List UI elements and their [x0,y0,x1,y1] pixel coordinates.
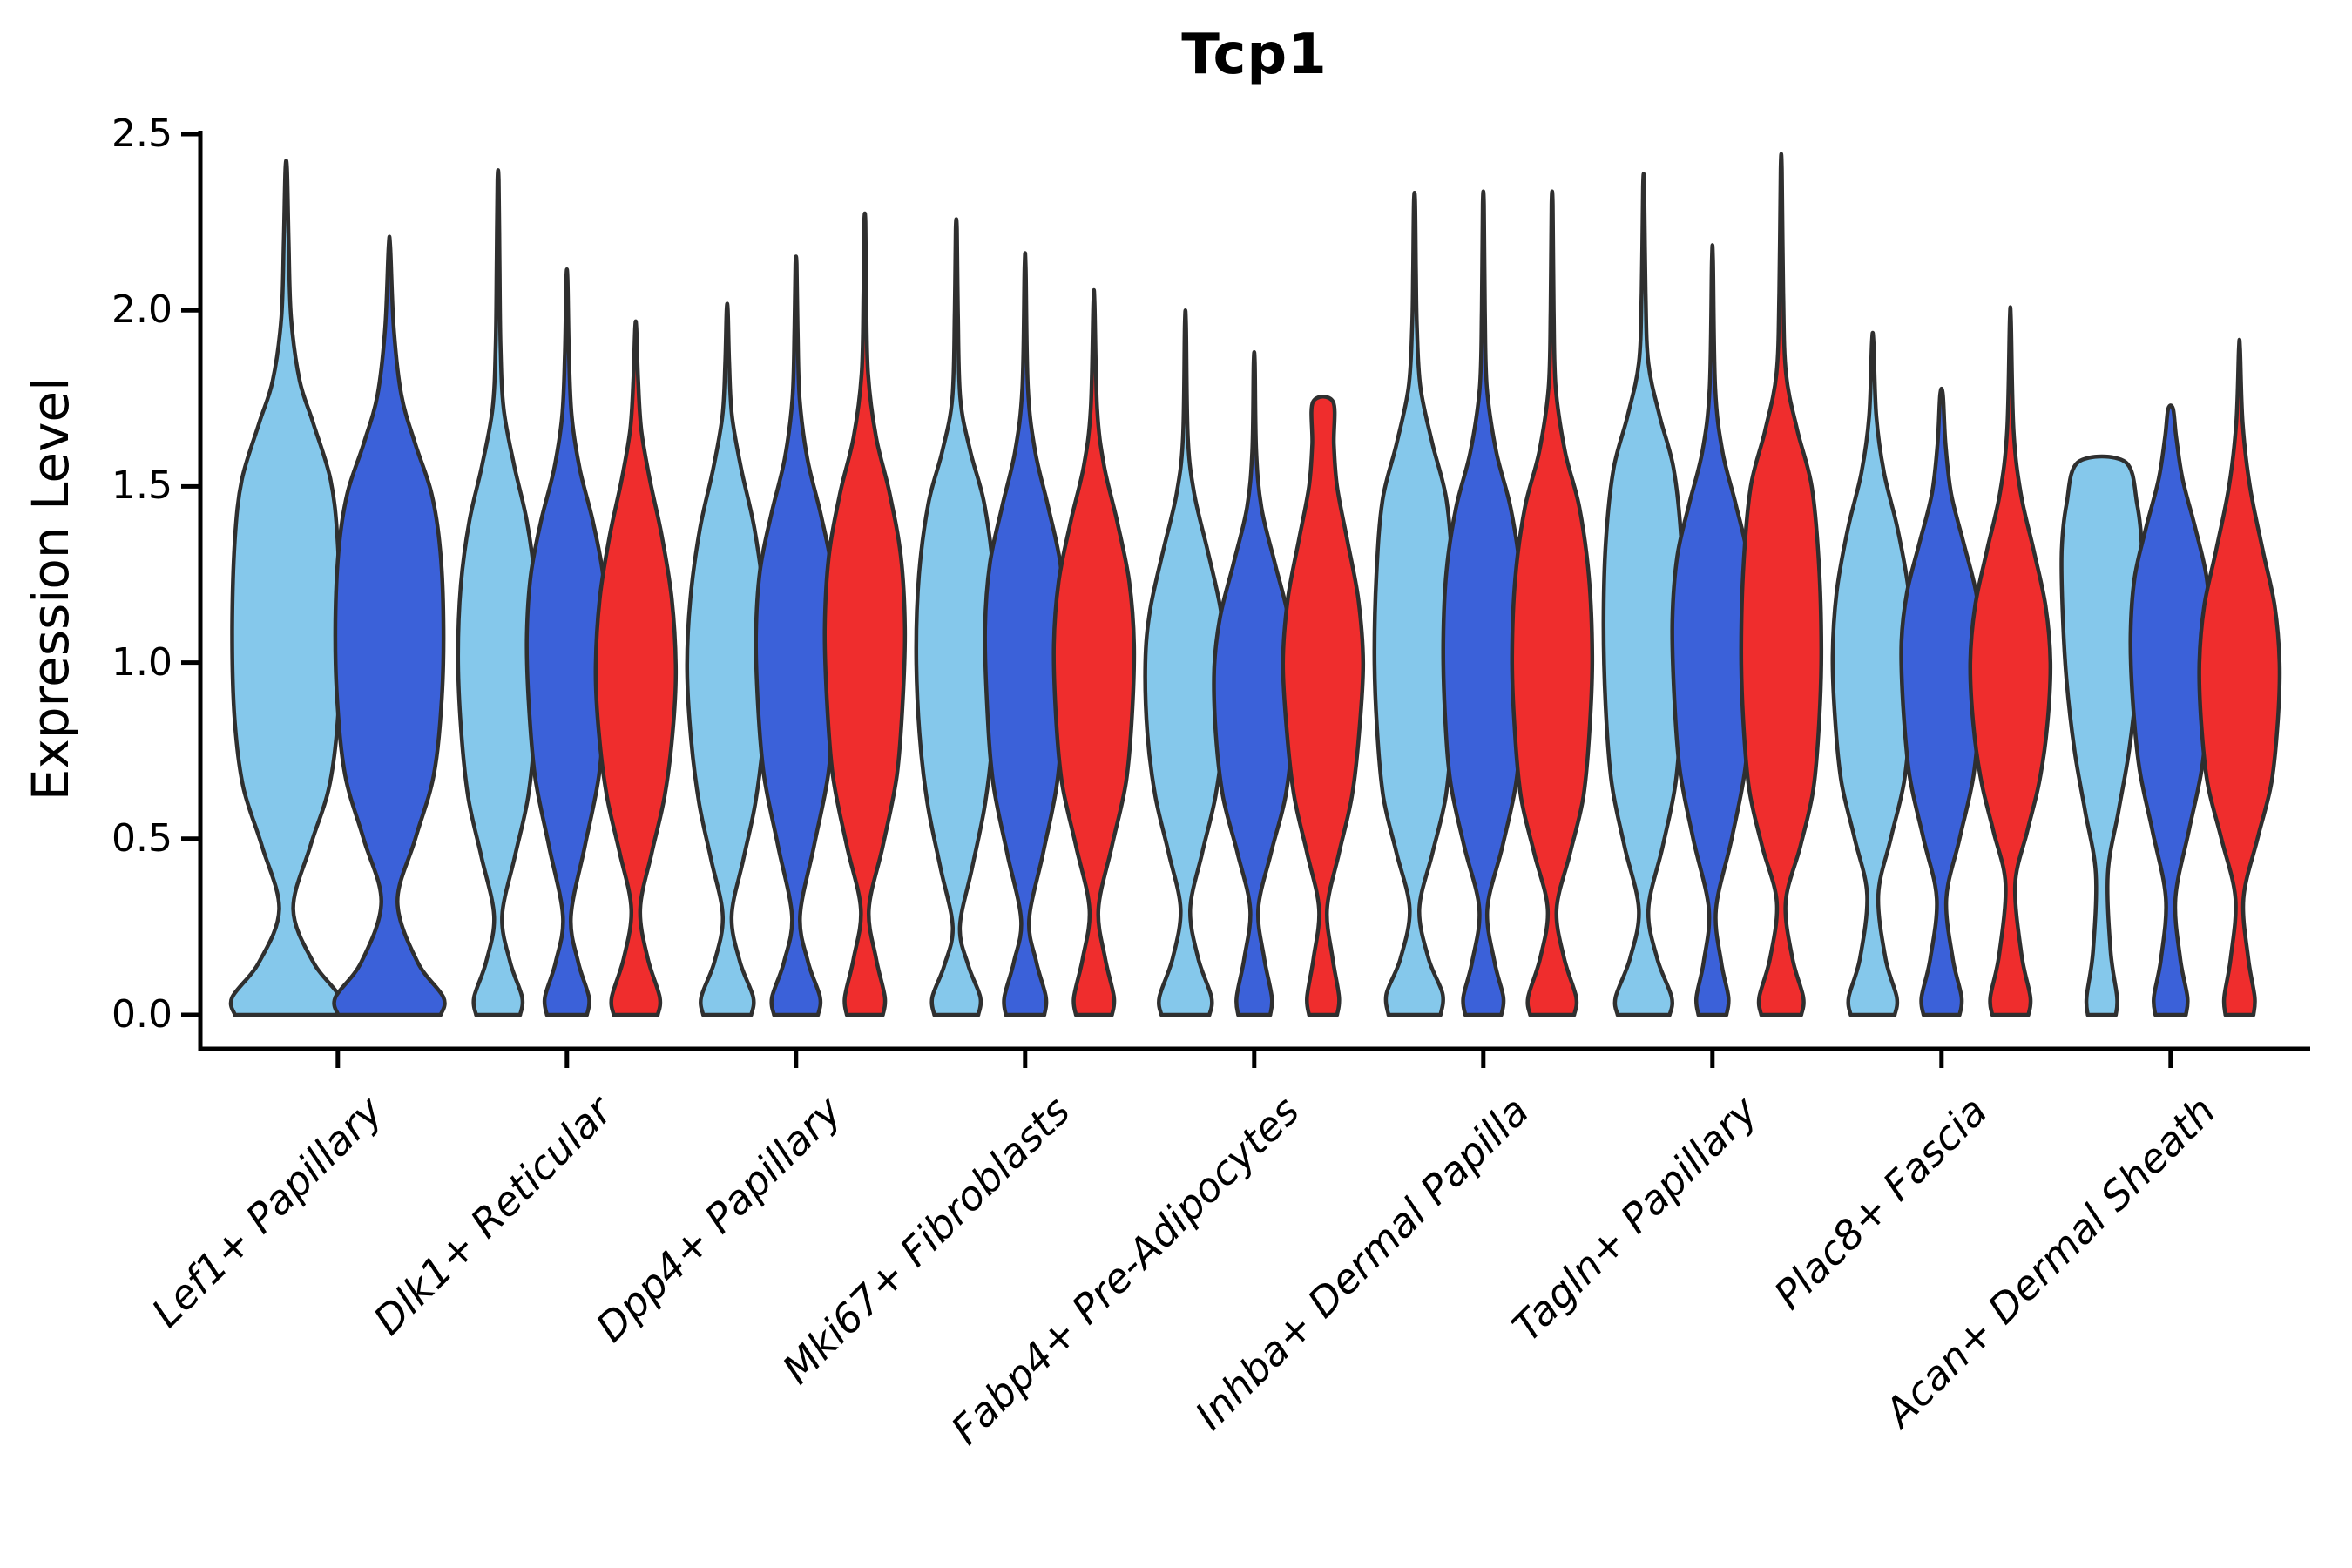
y-tick-label: 1.0 [112,639,172,685]
violin-1-light-blue [228,159,344,1017]
violin-8-dark-blue [1899,386,1984,1017]
violin-9-light-blue [2059,454,2145,1017]
y-tick-label: 0.5 [112,815,172,861]
violin-5-dark-blue [1212,349,1297,1017]
chart-title: Tcp1 [1181,23,1328,87]
axis-spines [198,131,2310,1051]
violin-9-red [2197,337,2282,1017]
violin-6-red [1510,189,1595,1017]
violin-8-light-blue [1830,330,1916,1017]
violin-6-dark-blue [1441,189,1526,1017]
y-tick-label: 2.0 [112,287,172,333]
violin-4-light-blue [914,217,999,1017]
violin-8-red [1968,305,2053,1017]
violin-5-light-blue [1143,308,1228,1017]
violin-6-light-blue [1372,190,1457,1017]
violin-3-red [822,211,908,1017]
violin-2-light-blue [456,168,541,1017]
violin-4-dark-blue [983,251,1068,1017]
violin-7-red [1739,152,1824,1017]
violin-2-dark-blue [524,267,610,1017]
violin-7-dark-blue [1670,243,1755,1017]
violin-2-red [593,319,679,1017]
y-tick-label: 1.5 [112,463,172,509]
violin-4-red [1051,287,1137,1017]
violin-9-dark-blue [2128,403,2213,1017]
violin-3-dark-blue [754,254,839,1017]
violin-7-light-blue [1601,172,1686,1017]
violin-1-dark-blue [332,234,447,1017]
y-tick-label: 0.0 [112,992,172,1037]
violin-5-red [1281,395,1366,1017]
y-tick-label: 2.5 [112,112,172,156]
violin-3-light-blue [685,301,770,1017]
